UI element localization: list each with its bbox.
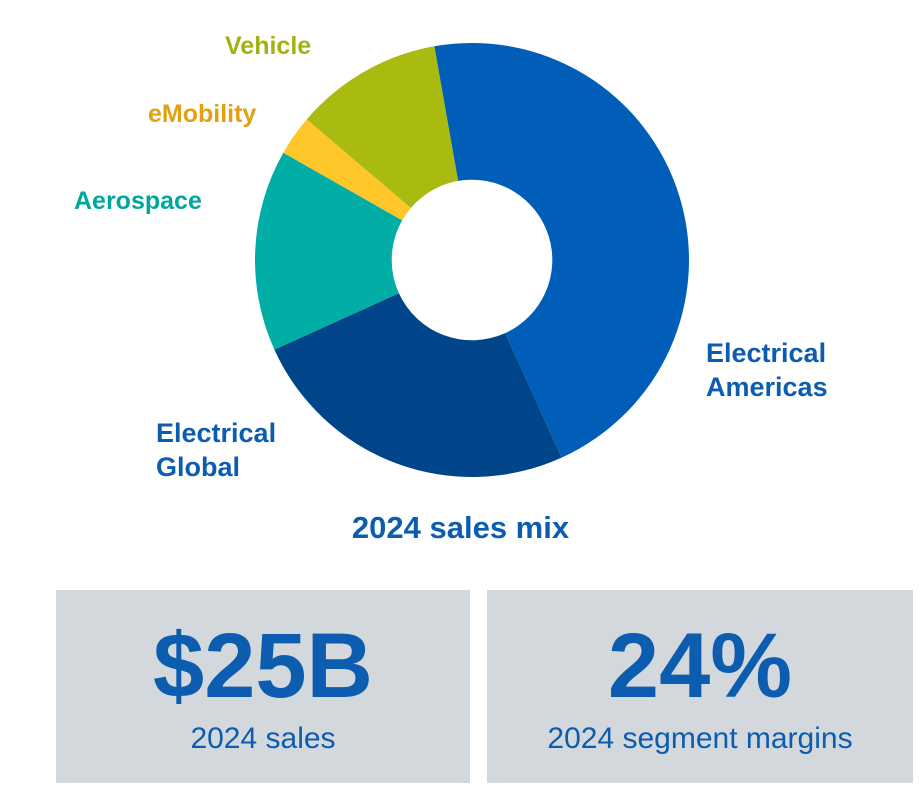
stat-value-segment-margins: 24% [607,614,793,717]
chart-title: 2024 sales mix [351,510,570,545]
donut-segment-electrical-global [274,293,562,477]
donut-segment-emobility [283,119,411,221]
stat-value-sales: $25B [153,614,373,717]
segment-label-electrical-global: Electrical Global [156,418,277,482]
donut-chart-svg [254,43,689,477]
segment-label-electrical-americas: Electrical Americas [706,338,828,402]
segment-label-aerospace: Aerospace [74,187,202,215]
donut-segment-electrical-americas [434,43,689,458]
segment-label-vehicle: Vehicle [225,32,312,60]
donut-segment-aerospace [254,152,403,350]
stat-caption-segment-margins: 2024 segment margins [547,721,853,755]
donut-segment-vehicle [306,46,459,208]
segment-label-emobility: eMobility [148,100,257,128]
stat-card-sales: $25B 2024 sales [56,590,470,783]
stat-card-segment-margins: 24% 2024 segment margins [487,590,913,783]
donut-chart [254,43,689,477]
stat-caption-sales: 2024 sales [190,721,336,755]
